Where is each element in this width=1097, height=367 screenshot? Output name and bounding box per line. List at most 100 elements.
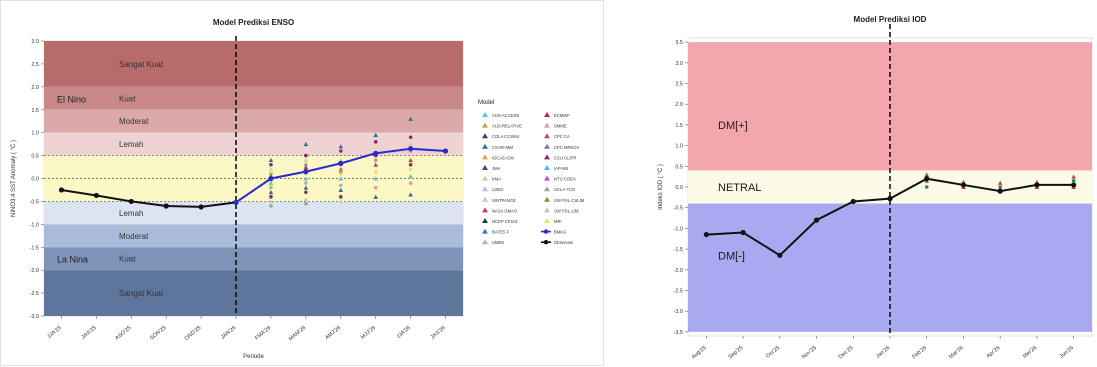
band-label-1: NETRAL (718, 182, 761, 194)
legend-swatch-25 (543, 240, 549, 245)
y-axis-label: Indeks IOD ( °C ) (658, 164, 664, 210)
x-tick-label-2: Oct'25 (765, 345, 781, 360)
model-point-JJA'26-8 (408, 192, 413, 197)
y-tick-label-14: -3.5 (674, 330, 683, 336)
model-point-JJA'26-7 (408, 181, 413, 185)
model-point-FMA'26-8 (268, 190, 274, 195)
series-point-1-1 (924, 176, 930, 182)
band-8 (44, 270, 463, 316)
x-tick-label-10: JJA'26 (396, 325, 412, 340)
model-point-MAM'26-7 (304, 181, 308, 185)
model-point-FMA'26-10 (268, 199, 274, 204)
model-point-Feb'26-3 (924, 185, 929, 189)
iod-chart-panel: Model Prediksi IOD DM[+] NETRAL DM[-] 3.5 3.0… (646, 0, 1097, 366)
model-point-AMJ'26-11 (338, 169, 343, 174)
model-point-Apr'26-0 (997, 180, 1003, 185)
series-point-0-2 (777, 252, 783, 258)
legend-label-23: BMKG (554, 230, 566, 235)
series-point-1-2 (303, 169, 309, 175)
model-point-MAM'26-6 (303, 176, 309, 181)
series-point-0-3 (813, 217, 820, 223)
model-point-MJJ'26-1 (373, 140, 378, 144)
series-line-1 (889, 177, 1074, 200)
legend-swatch-16 (482, 196, 488, 202)
model-point-MAM'26-9 (304, 190, 308, 195)
model-point-JJA'26-2 (408, 141, 413, 147)
y-tick-label-2: 2.0 (31, 85, 39, 91)
enso-legend: Model AUS-ACCESS ECMWF AUS-RELATIVE SMME COLA… (478, 100, 585, 245)
x-tick-label-6: Feb'26 (911, 345, 928, 360)
legend-label-3: SMME (554, 124, 567, 129)
y-tick-label-11: -2.5 (30, 291, 39, 297)
model-point-AMJ'26-1 (338, 149, 343, 153)
x-axis-label: Periode (243, 354, 264, 360)
model-point-FMA'26-11 (269, 204, 273, 208)
x-tick-label-3: SON'25 (149, 325, 167, 342)
legend-swatch-10 (482, 165, 488, 170)
legend-label-19: UW PSL-LIM (554, 208, 579, 213)
band-3 (44, 132, 463, 156)
legend-swatch-13 (544, 175, 550, 181)
model-point-AMJ'26-7 (338, 183, 343, 188)
x-tick-label-5: JAN'26 (220, 325, 237, 341)
legend-label-9: CSU CLIPR (554, 155, 576, 160)
band-label-2: DM[-] (718, 250, 745, 262)
y-tick-label-0: 3.5 (675, 40, 683, 46)
band-0 (44, 41, 463, 87)
series-point-0-4 (850, 198, 856, 205)
x-tick-label-1: Sep'25 (728, 345, 745, 361)
side-label-1: La Nina (57, 255, 88, 265)
legend-swatch-21 (544, 218, 550, 223)
y-tick-label-4: 1.5 (675, 123, 683, 129)
band-label-0: Sangat Kuat (119, 60, 164, 69)
model-point-FMA'26-0 (268, 157, 274, 163)
legend-label-8: IOCAS ICM (492, 155, 514, 160)
model-point-JJA'26-9 (408, 162, 413, 167)
x-tick-label-4: Dec'25 (838, 345, 855, 360)
model-point-AMJ'26-9 (338, 195, 343, 199)
legend-label-13: NTU CODA (554, 177, 576, 182)
series-point-1-2 (960, 182, 967, 188)
model-point-MAM'26-11 (304, 201, 308, 206)
y-tick-label-2: 2.5 (675, 82, 683, 88)
band-label-0: DM[+] (718, 120, 748, 132)
model-point-MAM'26-8 (303, 185, 309, 190)
iod-chart: Model Prediksi IOD DM[+] NETRAL DM[-] 3.5 3.0… (658, 15, 1093, 361)
y-tick-label-7: -0.5 (30, 199, 39, 205)
series-line-0 (61, 188, 237, 208)
y-tick-label-4: 1.0 (31, 131, 39, 137)
model-point-AMJ'26-10 (338, 199, 344, 204)
legend-swatch-19 (544, 207, 550, 213)
y-tick-label-10: -1.5 (674, 247, 683, 253)
legend-swatch-14 (482, 186, 488, 192)
model-point-MAM'26-12 (303, 164, 309, 170)
series-line-0 (706, 197, 891, 257)
y-tick-label-13: -3.0 (674, 309, 683, 315)
legend-label-0: AUS-ACCESS (492, 113, 519, 118)
series-point-0-1 (740, 229, 746, 236)
legend-label-7: CPC MRKOV (554, 145, 580, 150)
enso-chart-panel: Model Prediksi ENSO Sangat Kuat Kuat Modera… (0, 0, 604, 366)
y-tick-label-6: 0.0 (31, 177, 39, 183)
legend-label-21: MRI (554, 219, 562, 224)
y-axis-label: NINO3.4 SST Anomaly ( °C ) (11, 140, 17, 217)
series-point-1-6 (442, 148, 449, 154)
model-point-MJJ'26-4 (373, 162, 379, 167)
model-point-FMA'26-13 (269, 169, 273, 174)
model-point-Jun'26-1 (1071, 178, 1076, 183)
legend-swatch-8 (482, 154, 488, 160)
legend-swatch-23 (543, 229, 549, 234)
y-tick-label-9: -1.0 (674, 226, 683, 232)
series-point-0-1 (93, 192, 99, 199)
enso-chart: Model Prediksi ENSO Sangat Kuat Kuat Modera… (11, 18, 585, 360)
band-2 (44, 109, 463, 133)
y-tick-label-6: 0.5 (675, 164, 683, 170)
model-point-FMA'26-1 (269, 162, 273, 167)
series-point-0-3 (163, 203, 169, 209)
chart-title: Model Prediksi IOD (854, 15, 927, 24)
y-tick-label-12: -3.0 (30, 314, 39, 320)
series-point-0-4 (198, 204, 204, 210)
series-point-1-0 (233, 199, 239, 205)
band-label-1: Kuat (119, 94, 136, 103)
band-6 (44, 224, 463, 248)
